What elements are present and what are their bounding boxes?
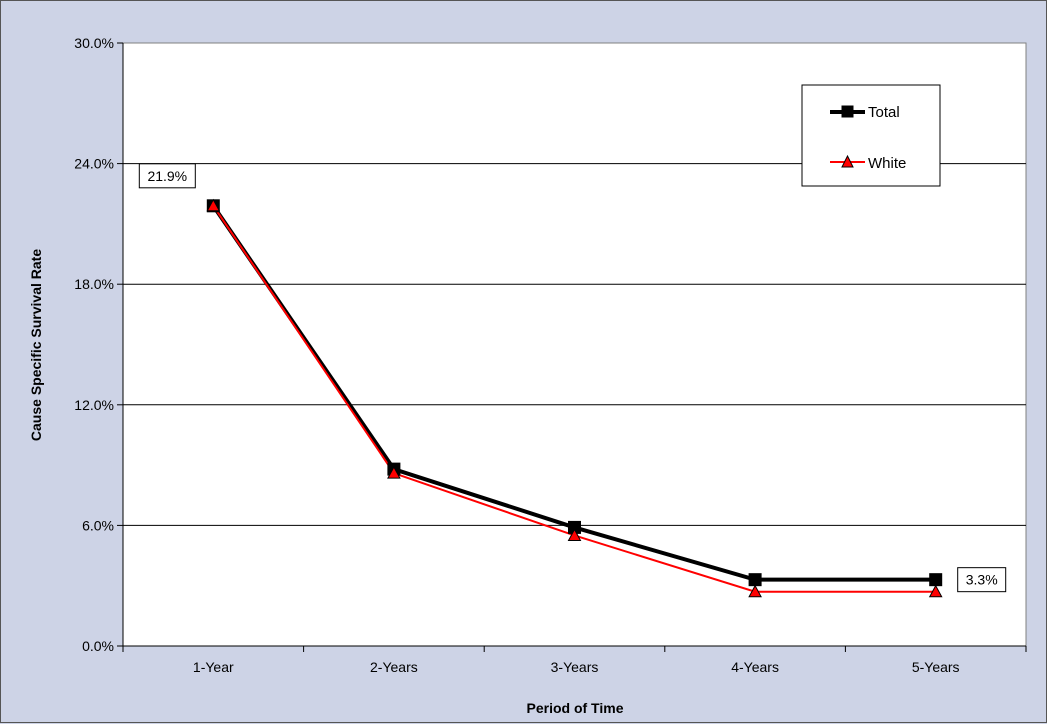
- data-label: 3.3%: [966, 572, 998, 588]
- point-white: [748, 584, 762, 598]
- point-white: [206, 198, 221, 212]
- y-tick-label: 24.0%: [74, 156, 114, 172]
- data-label-box: [957, 567, 1007, 593]
- x-tick-label: 1-Year: [193, 659, 234, 675]
- y-tick-label: 0.0%: [82, 638, 114, 654]
- point-white: [928, 584, 943, 598]
- data-label: 21.9%: [147, 168, 187, 184]
- point-white: [387, 466, 401, 479]
- x-tick-label: 4-Years: [731, 659, 779, 675]
- legend-marker-white: [841, 154, 854, 168]
- y-tick-label: 18.0%: [74, 276, 114, 292]
- legend-label-total: Total: [868, 104, 900, 121]
- x-axis-title: Period of Time: [527, 700, 624, 716]
- y-axis-title: Cause Specific Survival Rate: [28, 249, 44, 441]
- legend-label-white: White: [868, 155, 906, 172]
- legend-marker-total: [841, 105, 854, 118]
- x-tick-label: 3-Years: [551, 659, 599, 675]
- point-total: [748, 573, 762, 587]
- legend: Total White: [801, 84, 941, 187]
- y-axis-ticks: 0.0% 6.0% 12.0% 18.0% 24.0% 30.0%: [74, 35, 124, 654]
- x-tick-label: 5-Years: [912, 659, 960, 675]
- legend-box: [801, 84, 941, 187]
- y-tick-label: 30.0%: [74, 35, 114, 51]
- x-tick-label: 2-Years: [370, 659, 418, 675]
- y-tick-label: 12.0%: [74, 397, 114, 413]
- x-axis-ticks: 1-Year 2-Years 3-Years 4-Years 5-Years: [122, 645, 1027, 675]
- point-total: [929, 573, 943, 587]
- y-tick-label: 6.0%: [82, 517, 114, 533]
- series-layer: [206, 198, 943, 598]
- data-labels: 21.9% 3.3%: [138, 163, 1007, 593]
- data-label-box: [138, 163, 196, 189]
- point-white: [567, 528, 582, 541]
